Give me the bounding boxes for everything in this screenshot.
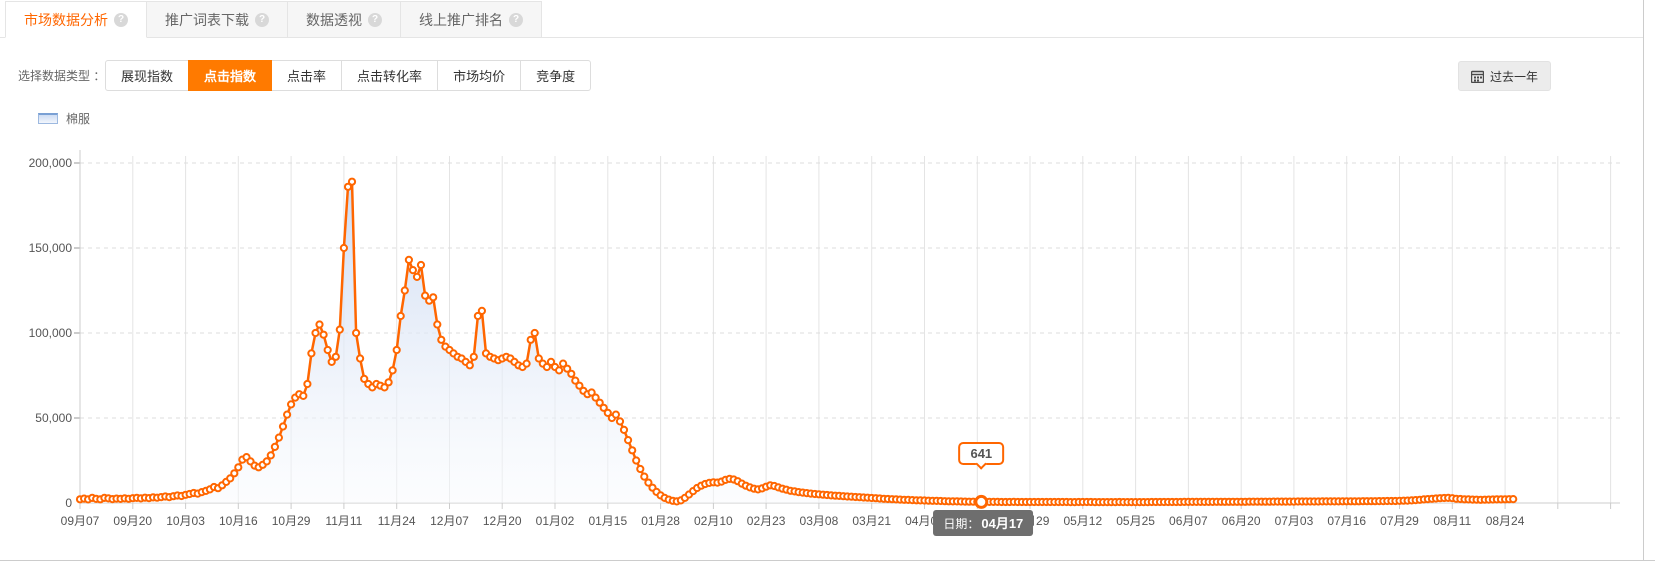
right-edge-line bbox=[1643, 0, 1644, 560]
data-type-button-5[interactable]: 竞争度 bbox=[520, 60, 592, 91]
help-icon[interactable]: ? bbox=[255, 12, 269, 27]
x-axis-label: 08月24 bbox=[1485, 514, 1525, 528]
x-axis-label: 03月08 bbox=[799, 514, 839, 528]
x-axis-label: 10月03 bbox=[166, 514, 205, 528]
hover-value: 641 bbox=[970, 445, 993, 461]
data-type-button-2[interactable]: 点击率 bbox=[271, 60, 343, 91]
hover-date-value: 04月17 bbox=[981, 516, 1024, 531]
x-axis-label: 05月12 bbox=[1063, 514, 1103, 528]
x-axis-label: 07月03 bbox=[1274, 514, 1314, 528]
x-axis-label: 04月16 bbox=[957, 514, 997, 528]
calendar-icon bbox=[1471, 70, 1484, 83]
help-icon[interactable]: ? bbox=[368, 12, 382, 27]
x-axis-label: 12月07 bbox=[430, 514, 469, 528]
x-axis-label: 09月20 bbox=[113, 514, 153, 528]
x-axis-label: 05月25 bbox=[1116, 514, 1155, 528]
tab-2[interactable]: 数据透视? bbox=[287, 1, 401, 38]
x-axis-label: 04月29 bbox=[1010, 514, 1050, 528]
y-axis-label: 200,000 bbox=[28, 156, 72, 170]
data-type-label: 选择数据类型 ： bbox=[18, 69, 106, 83]
tab-1[interactable]: 推广词表下载? bbox=[146, 1, 288, 38]
x-axis-label: 04月03 bbox=[905, 514, 944, 528]
x-axis-label: 10月29 bbox=[271, 514, 311, 528]
date-range-button[interactable]: 过去一年 bbox=[1458, 61, 1552, 91]
hover-date-tooltip: 日期： 04月17 bbox=[933, 510, 1034, 536]
y-axis-label: 100,000 bbox=[28, 326, 72, 340]
x-axis-label: 07月29 bbox=[1380, 514, 1419, 528]
x-axis-label: 03月21 bbox=[852, 514, 892, 528]
y-axis-label: 0 bbox=[65, 496, 72, 510]
hover-value-badge: 641 bbox=[958, 441, 1005, 470]
x-axis-label: 02月23 bbox=[746, 514, 786, 528]
x-axis-label: 06月20 bbox=[1221, 514, 1261, 528]
x-axis-label: 07月16 bbox=[1327, 514, 1367, 528]
x-axis-label: 01月02 bbox=[535, 514, 575, 528]
tab-0[interactable]: 市场数据分析? bbox=[5, 1, 147, 38]
date-range-label: 过去一年 bbox=[1490, 69, 1539, 84]
badge-pointer bbox=[975, 458, 987, 470]
data-type-button-1[interactable]: 点击指数 bbox=[188, 60, 273, 91]
x-axis-label: 10月16 bbox=[218, 514, 258, 528]
x-axis-label: 11月24 bbox=[377, 514, 416, 528]
legend-label: 棉服 bbox=[66, 112, 91, 126]
tab-label: 数据透视 bbox=[306, 11, 362, 28]
x-axis-label: 11月11 bbox=[325, 514, 363, 528]
y-axis-label: 150,000 bbox=[28, 241, 72, 255]
x-axis-label: 09月07 bbox=[60, 514, 100, 528]
x-axis-label: 06月07 bbox=[1169, 514, 1208, 528]
data-type-button-4[interactable]: 市场均价 bbox=[437, 60, 522, 91]
data-type-button-group: 展现指数 点击指数 点击率 点击转化率 市场均价 竞争度 bbox=[105, 60, 592, 91]
tab-label: 线上推广排名 bbox=[419, 11, 503, 28]
y-axis-label: 50,000 bbox=[35, 411, 72, 425]
tab-3[interactable]: 线上推广排名? bbox=[400, 1, 542, 38]
data-type-button-3[interactable]: 点击转化率 bbox=[341, 60, 439, 91]
tab-label: 推广词表下载 bbox=[165, 11, 249, 28]
help-icon[interactable]: ? bbox=[114, 12, 128, 27]
x-axis-label: 01月28 bbox=[641, 514, 680, 528]
tab-bar: 市场数据分析? 推广词表下载? 数据透视? 线上推广排名? bbox=[0, 0, 1644, 38]
bottom-separator bbox=[0, 560, 1655, 561]
data-type-button-0[interactable]: 展现指数 bbox=[105, 60, 190, 91]
hover-date-prefix: 日期： bbox=[943, 517, 980, 531]
legend-item[interactable]: 棉服 bbox=[38, 110, 90, 127]
x-axis-label: 08月11 bbox=[1433, 514, 1472, 528]
x-axis-label: 02月10 bbox=[694, 514, 733, 528]
tab-label: 市场数据分析 bbox=[24, 11, 108, 28]
data-type-controls: 选择数据类型 ： 展现指数 点击指数 点击率 点击转化率 市场均价 竞争度 过去一年 bbox=[0, 56, 1655, 94]
x-axis-label: 01月15 bbox=[588, 514, 628, 528]
x-axis-label: 12月20 bbox=[482, 514, 522, 528]
help-icon[interactable]: ? bbox=[509, 12, 523, 27]
legend-swatch-icon bbox=[38, 113, 58, 124]
